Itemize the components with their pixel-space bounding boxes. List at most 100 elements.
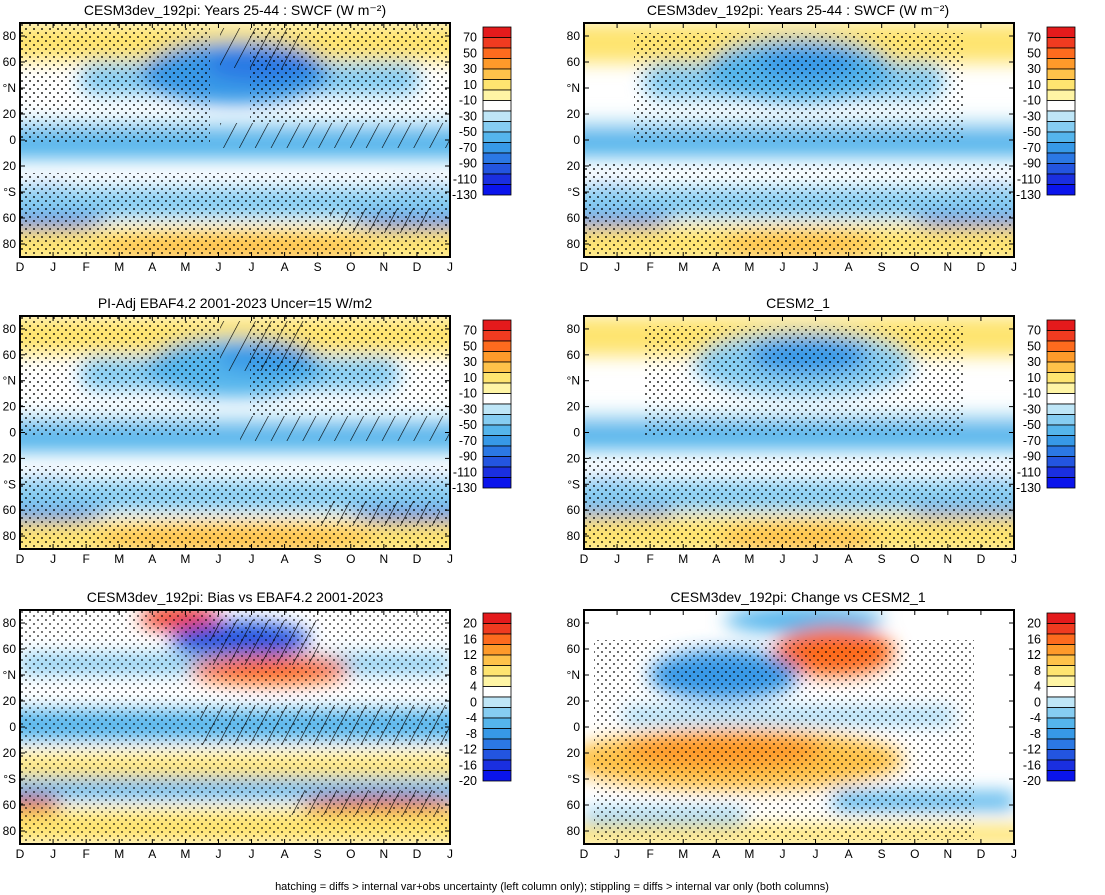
- y-tick-label: 20: [3, 400, 17, 414]
- x-tick-label: N: [944, 847, 953, 861]
- stipple-region-b: [584, 456, 1014, 549]
- colorbar-segment: [482, 623, 512, 635]
- x-tick-label: J: [50, 847, 56, 861]
- colorbar-segment: [1046, 665, 1076, 677]
- y-tick-label: °S: [3, 772, 16, 786]
- y-tick-label: °N: [567, 81, 580, 95]
- colorbar-segment: [482, 445, 512, 457]
- panel-title: CESM3dev_192pi: Years 25-44 : SWCF (W m⁻…: [84, 2, 386, 18]
- x-tick-label: J: [813, 260, 819, 274]
- panel-title: CESM2_1: [766, 295, 830, 311]
- x-tick-label: F: [82, 552, 89, 566]
- x-tick-label: D: [16, 552, 25, 566]
- axis-ticks: D J F M A M J J A S O N D J 80 60 °N 20 0 20 °S 60 80: [567, 316, 1017, 566]
- footnote: hatching = diffs > internal var+obs unce…: [275, 881, 829, 893]
- colorbar-label: -130: [1016, 481, 1041, 495]
- y-tick-label: 80: [3, 29, 17, 43]
- colorbar-label: -70: [459, 141, 477, 155]
- x-tick-label: J: [1011, 260, 1017, 274]
- axis-ticks: D J F M A M J J A S O N D J 80 60 °N 20 0 20 °S 60 80: [567, 610, 1017, 861]
- x-tick-label: M: [180, 847, 190, 861]
- colorbar-segment: [1046, 445, 1076, 457]
- y-tick-label: 20: [3, 746, 17, 760]
- colorbar-segment: [1046, 633, 1076, 645]
- colorbar-label: 30: [463, 355, 477, 369]
- x-tick-label: A: [148, 552, 156, 566]
- colorbar-label: -8: [1030, 727, 1041, 741]
- colorbar-segment: [1046, 173, 1076, 185]
- colorbar-segment: [482, 654, 512, 666]
- x-tick-label: M: [744, 552, 754, 566]
- x-tick-label: M: [678, 260, 688, 274]
- colorbar-segment: [1046, 372, 1076, 384]
- colorbar-segment: [482, 110, 512, 122]
- colorbar-segment: [482, 686, 512, 698]
- panel-title: CESM3dev_192pi: Change vs CESM2_1: [670, 589, 925, 605]
- colorbar-label: 8: [470, 664, 477, 678]
- x-tick-label: M: [678, 847, 688, 861]
- colorbar-label: 30: [463, 62, 477, 76]
- colorbar-label: 10: [463, 371, 477, 385]
- colorbar-label: -20: [459, 774, 477, 788]
- plot-area: [20, 23, 450, 257]
- y-tick-label: 80: [567, 237, 581, 251]
- colorbar-label: -90: [459, 157, 477, 171]
- colorbar-segment: [1046, 749, 1076, 761]
- colorbar-segment: [1046, 696, 1076, 708]
- panel-title: CESM3dev_192pi: Bias vs EBAF4.2 2001-202…: [87, 589, 384, 605]
- y-tick-label: 20: [3, 694, 17, 708]
- x-tick-label: M: [744, 260, 754, 274]
- colorbar-segment: [1046, 456, 1076, 468]
- y-tick-label: 80: [567, 29, 581, 43]
- colorbar-label: 30: [1027, 62, 1041, 76]
- hatch-region-c: [330, 208, 430, 233]
- y-tick-label: 60: [567, 503, 581, 517]
- x-tick-label: S: [878, 552, 886, 566]
- colorbar-segment: [482, 372, 512, 384]
- colorbar-segment: [482, 644, 512, 656]
- colorbar-label: 50: [1027, 46, 1041, 60]
- colorbar-segment: [482, 759, 512, 771]
- colorbar-segment: [482, 477, 512, 489]
- panel-top-right: CESM3dev_192pi: Years 25-44 : SWCF (W m⁻…: [567, 2, 1076, 274]
- colorbar-label: -50: [459, 125, 477, 139]
- y-tick-label: 20: [3, 451, 17, 465]
- x-tick-label: D: [977, 847, 986, 861]
- x-tick-label: J: [215, 552, 221, 566]
- colorbar-label: 10: [1027, 371, 1041, 385]
- colorbar-segment: [1046, 435, 1076, 447]
- panel-middle-right: CESM2_1 D J F M A M J J A S O N D J8060°N20020°S6080 …: [567, 295, 1076, 566]
- colorbar-segment: [1046, 382, 1076, 394]
- colorbar-label: 70: [463, 31, 477, 45]
- x-tick-label: J: [447, 847, 453, 861]
- colorbar-label: 50: [1027, 339, 1041, 353]
- colorbar-segment: [1046, 686, 1076, 698]
- x-tick-label: A: [845, 552, 853, 566]
- colorbar-label: 8: [1034, 664, 1041, 678]
- panel-middle-left: PI-Adj EBAF4.2 2001-2023 Uncer=15 W/m2: [3, 295, 512, 566]
- colorbar-segment: [1046, 89, 1076, 101]
- x-tick-label: N: [944, 552, 953, 566]
- colorbar-segment: [1046, 623, 1076, 635]
- colorbar-segment: [482, 403, 512, 415]
- x-tick-label: A: [281, 552, 289, 566]
- colorbar-label: -8: [466, 727, 477, 741]
- y-tick-label: 20: [567, 694, 581, 708]
- x-tick-label: A: [712, 552, 720, 566]
- colorbar-label: 0: [1034, 695, 1041, 709]
- colorbar-segment: [482, 142, 512, 154]
- colorbar-label: -30: [1023, 402, 1041, 416]
- y-tick-label: °S: [567, 477, 580, 491]
- y-tick-label: 20: [3, 107, 17, 121]
- x-tick-label: J: [249, 552, 255, 566]
- x-tick-label: F: [646, 847, 653, 861]
- colorbar-label: -70: [459, 434, 477, 448]
- colorbar-segment: [1046, 612, 1076, 624]
- x-tick-label: D: [977, 260, 986, 274]
- hatch-region-a: [220, 321, 310, 371]
- y-tick-label: 60: [3, 348, 17, 362]
- colorbar-segment: [482, 58, 512, 70]
